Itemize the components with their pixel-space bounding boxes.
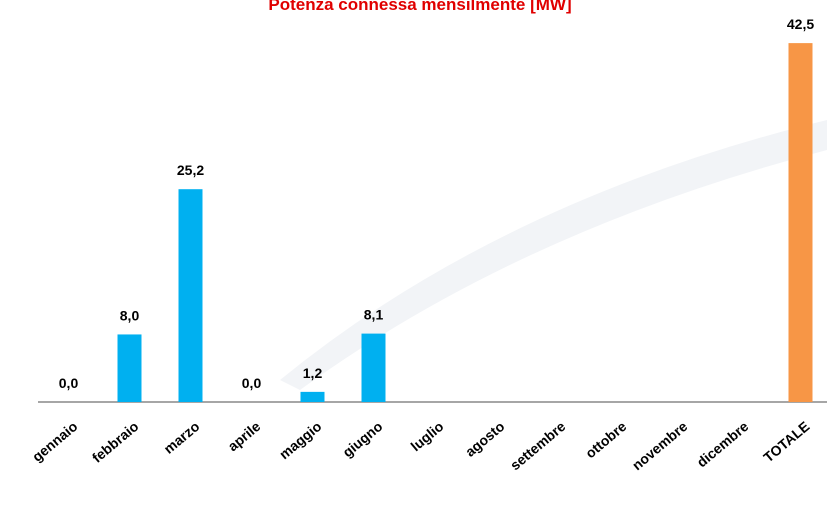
data-label: 0,0 [59, 375, 79, 391]
x-tick-label: febbraio [89, 418, 142, 466]
x-tick-label: novembre [629, 418, 691, 473]
x-tick-label: TOTALE [760, 418, 812, 465]
x-tick-label: maggio [276, 418, 324, 462]
x-tick-label: giugno [339, 418, 385, 460]
bar [788, 43, 813, 402]
data-label: 8,0 [120, 307, 140, 323]
bar [117, 334, 142, 402]
x-tick-label: ottobre [582, 418, 629, 461]
bar [361, 333, 386, 402]
x-tick-label: aprile [225, 418, 264, 454]
data-label: 8,1 [364, 307, 384, 323]
x-tick-label: gennaio [29, 418, 80, 465]
watermark [280, 120, 827, 390]
x-tick-label: settembre [507, 418, 569, 473]
x-tick-label: marzo [161, 418, 203, 457]
data-label: 25,2 [177, 162, 204, 178]
data-label: 1,2 [303, 365, 323, 381]
x-tick-label: agosto [462, 418, 507, 460]
data-label: 0,0 [242, 375, 262, 391]
data-label: 42,5 [787, 16, 814, 32]
bar [300, 391, 325, 402]
x-tick-label: dicembre [693, 418, 751, 470]
bar [178, 189, 203, 402]
chart-title: Potenza connessa mensilmente [MW] [268, 0, 571, 14]
x-tick-label: luglio [408, 418, 447, 454]
